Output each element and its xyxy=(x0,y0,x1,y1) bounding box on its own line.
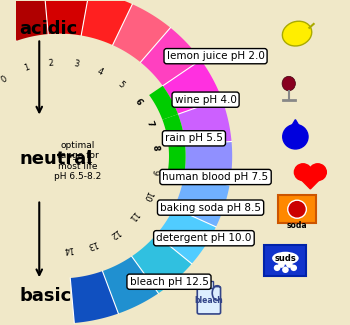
Text: soda: soda xyxy=(287,221,307,230)
Circle shape xyxy=(309,164,326,181)
Circle shape xyxy=(282,266,289,273)
Text: rain pH 5.5: rain pH 5.5 xyxy=(165,133,223,143)
FancyBboxPatch shape xyxy=(205,281,213,289)
FancyBboxPatch shape xyxy=(197,287,220,314)
Text: human blood pH 7.5: human blood pH 7.5 xyxy=(162,172,268,182)
Ellipse shape xyxy=(272,252,299,265)
Polygon shape xyxy=(156,208,216,264)
Text: 2: 2 xyxy=(48,58,54,68)
Text: baking soda pH 8.5: baking soda pH 8.5 xyxy=(160,202,261,213)
Text: neutral: neutral xyxy=(19,150,93,168)
Polygon shape xyxy=(167,145,186,177)
Polygon shape xyxy=(294,173,326,189)
Circle shape xyxy=(290,265,297,271)
Text: 14: 14 xyxy=(62,244,73,254)
Text: 7: 7 xyxy=(145,120,155,128)
Polygon shape xyxy=(149,86,178,120)
Polygon shape xyxy=(103,256,159,314)
Polygon shape xyxy=(70,271,118,323)
Text: basic: basic xyxy=(19,287,71,305)
Polygon shape xyxy=(287,120,304,134)
Text: 1: 1 xyxy=(22,63,30,73)
Polygon shape xyxy=(162,114,185,147)
Text: suds: suds xyxy=(274,254,296,263)
Text: 0: 0 xyxy=(0,74,9,85)
Text: lemon juice pH 2.0: lemon juice pH 2.0 xyxy=(167,51,265,61)
Text: 10: 10 xyxy=(140,189,153,202)
Text: wine pH 4.0: wine pH 4.0 xyxy=(175,95,237,105)
Polygon shape xyxy=(174,177,230,227)
Circle shape xyxy=(278,261,285,268)
Polygon shape xyxy=(0,0,16,56)
Polygon shape xyxy=(178,99,232,145)
Circle shape xyxy=(286,261,293,268)
Circle shape xyxy=(294,164,312,181)
Circle shape xyxy=(283,124,308,149)
Text: 13: 13 xyxy=(86,238,99,250)
Text: optimal
range for
most life
pH 6.5-8.2: optimal range for most life pH 6.5-8.2 xyxy=(54,141,101,181)
Text: 4: 4 xyxy=(96,66,104,77)
Text: 3: 3 xyxy=(72,59,79,69)
Polygon shape xyxy=(163,60,222,114)
Ellipse shape xyxy=(282,21,312,46)
Text: 8: 8 xyxy=(150,145,160,151)
Polygon shape xyxy=(140,28,201,86)
Polygon shape xyxy=(132,235,192,293)
Polygon shape xyxy=(184,141,232,185)
Text: 5: 5 xyxy=(116,79,126,90)
Polygon shape xyxy=(81,0,132,45)
Polygon shape xyxy=(44,0,89,35)
Text: detergent pH 10.0: detergent pH 10.0 xyxy=(156,233,252,243)
Text: bleach: bleach xyxy=(195,296,223,305)
Ellipse shape xyxy=(282,76,295,91)
Text: 12: 12 xyxy=(108,226,121,239)
FancyBboxPatch shape xyxy=(265,245,306,276)
Text: 11: 11 xyxy=(126,209,140,223)
FancyBboxPatch shape xyxy=(278,195,316,223)
Text: 9: 9 xyxy=(149,169,159,176)
Circle shape xyxy=(274,265,280,271)
Text: acidic: acidic xyxy=(19,20,78,38)
Text: bleach pH 12.5: bleach pH 12.5 xyxy=(130,277,209,287)
Circle shape xyxy=(288,200,306,218)
Text: 6: 6 xyxy=(133,98,144,108)
Polygon shape xyxy=(0,0,48,41)
Polygon shape xyxy=(113,4,170,62)
